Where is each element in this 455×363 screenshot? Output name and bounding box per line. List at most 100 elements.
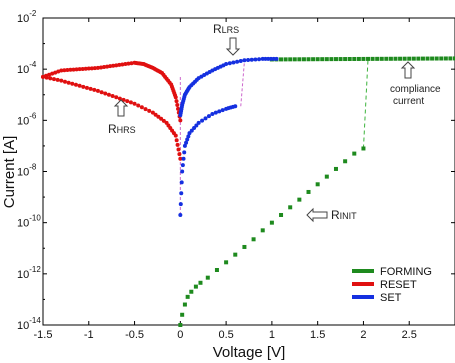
data-series xyxy=(41,56,455,327)
data-point xyxy=(233,104,238,109)
x-tick-label: 0.5 xyxy=(218,329,233,341)
data-point xyxy=(153,112,158,117)
y-tick-label: 10-10 xyxy=(17,214,41,230)
data-point xyxy=(186,134,191,139)
data-point xyxy=(205,275,210,280)
data-point xyxy=(279,212,284,217)
data-point xyxy=(102,65,107,70)
x-tick-label: 1 xyxy=(269,329,275,341)
data-point xyxy=(161,118,166,123)
data-point xyxy=(227,61,232,66)
data-point xyxy=(306,57,311,62)
annotation-compliance-line2: current xyxy=(393,96,424,107)
data-point xyxy=(448,56,453,61)
data-point xyxy=(430,56,435,61)
data-point xyxy=(173,95,178,100)
data-point xyxy=(343,57,348,62)
data-point xyxy=(178,323,183,327)
data-point xyxy=(129,61,134,66)
data-point xyxy=(95,88,100,93)
data-point xyxy=(80,66,85,71)
data-point xyxy=(416,56,421,61)
y-tick-labels: 10-2 10-4 10-6 10-8 10-10 10-12 10-14 xyxy=(17,9,41,332)
data-point xyxy=(77,67,82,72)
data-point xyxy=(106,92,111,97)
data-point xyxy=(439,56,444,61)
data-point xyxy=(375,56,380,61)
annotation-r-hrs: RHRS xyxy=(108,122,136,136)
annotation-r-init: RINIT xyxy=(331,208,357,222)
x-tick-label: 1.5 xyxy=(310,329,325,341)
legend-label: RESET xyxy=(380,279,417,291)
data-point xyxy=(213,110,218,115)
data-point xyxy=(210,111,215,116)
tick-marks xyxy=(42,17,455,326)
r-lrs-arrow-icon xyxy=(225,37,241,56)
data-point xyxy=(324,174,329,179)
data-point xyxy=(120,62,125,67)
y-tick-label: 10-4 xyxy=(17,60,37,76)
data-point xyxy=(361,56,366,61)
data-point xyxy=(251,237,256,242)
data-point xyxy=(224,62,229,67)
data-point xyxy=(253,57,258,62)
data-point xyxy=(220,108,225,113)
data-point xyxy=(66,80,71,85)
data-point xyxy=(384,56,389,61)
data-point xyxy=(88,86,93,91)
series-set-lower xyxy=(178,104,238,217)
data-point xyxy=(176,147,181,152)
data-point xyxy=(105,64,110,69)
data-point xyxy=(235,59,240,64)
data-point xyxy=(71,67,76,72)
data-point xyxy=(238,58,243,63)
y-axis-title: Current [A] xyxy=(1,136,18,209)
data-point xyxy=(185,137,190,142)
data-point xyxy=(114,95,119,100)
data-point xyxy=(126,61,131,66)
data-point xyxy=(95,65,100,70)
data-point xyxy=(68,67,73,72)
data-point xyxy=(246,57,251,62)
data-point xyxy=(175,102,180,107)
data-point xyxy=(315,57,320,62)
data-point xyxy=(263,56,268,61)
data-point xyxy=(178,118,183,123)
data-point xyxy=(233,252,238,257)
data-point xyxy=(179,180,184,185)
data-point xyxy=(59,78,64,83)
data-point xyxy=(194,123,199,128)
data-point xyxy=(203,116,208,121)
series-forming xyxy=(178,146,366,327)
data-point xyxy=(83,66,88,71)
data-point xyxy=(192,126,197,131)
data-point xyxy=(283,57,288,62)
data-point xyxy=(180,312,185,317)
data-point xyxy=(178,156,183,161)
data-point xyxy=(132,101,137,106)
data-point xyxy=(59,68,64,73)
y-tick-label: 10-2 xyxy=(17,9,37,25)
data-point xyxy=(53,70,58,75)
data-point xyxy=(352,151,357,156)
data-point xyxy=(249,57,254,62)
data-point xyxy=(288,57,293,62)
data-point xyxy=(176,106,181,111)
data-point xyxy=(297,57,302,62)
data-point xyxy=(361,146,366,151)
series-reset-lower xyxy=(41,74,183,161)
data-point xyxy=(174,99,179,104)
x-axis-title: Voltage [V] xyxy=(213,344,286,361)
data-point xyxy=(329,57,334,62)
data-point xyxy=(110,94,115,99)
data-point xyxy=(111,63,116,68)
plot-area xyxy=(42,17,455,326)
series-forming-compliance xyxy=(269,56,455,62)
data-point xyxy=(51,77,56,82)
data-point xyxy=(159,116,164,121)
data-point xyxy=(292,57,297,62)
set-return-dashed xyxy=(240,61,245,107)
data-point xyxy=(231,60,236,65)
data-point xyxy=(453,56,455,61)
data-point xyxy=(338,57,343,62)
